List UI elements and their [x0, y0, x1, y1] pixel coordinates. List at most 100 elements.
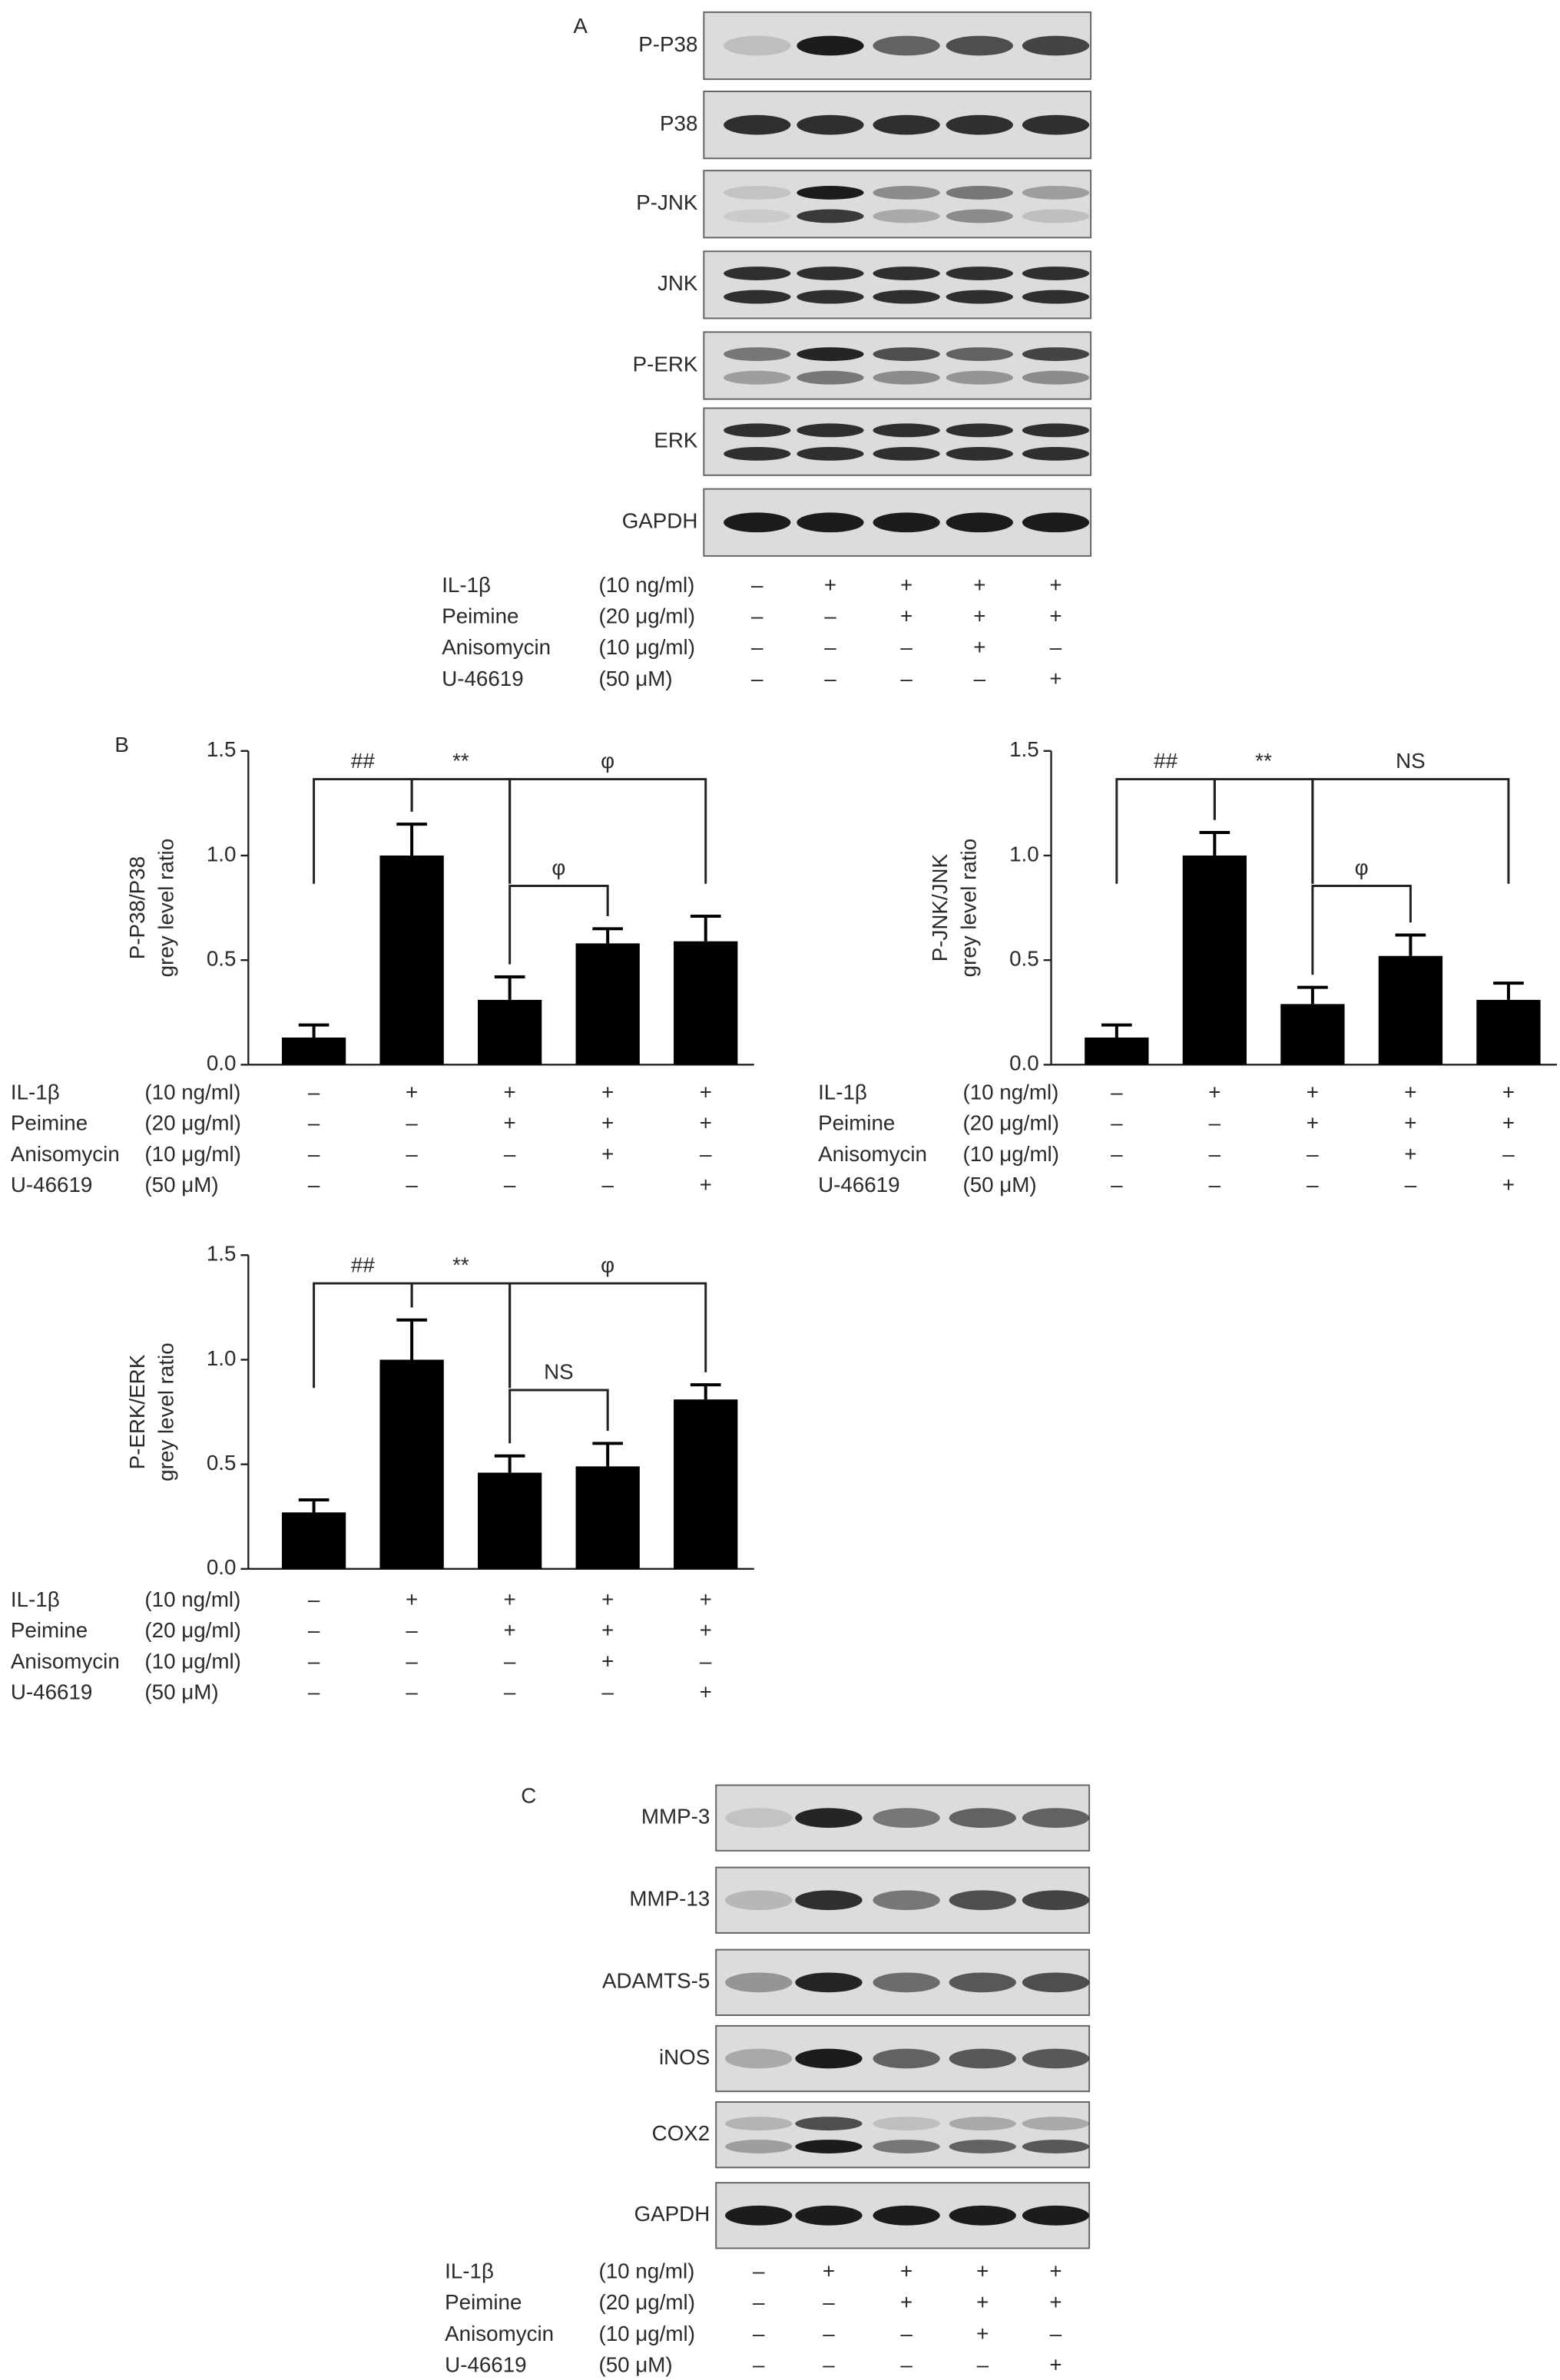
blot-band: [1022, 186, 1090, 200]
treatment-sign: –: [406, 1111, 418, 1135]
y-tick-label: 1.5: [207, 1242, 237, 1266]
blot-band: [1022, 1808, 1090, 1829]
treatment-dose: (10 μg/ml): [598, 2322, 694, 2345]
blot-band: [873, 2205, 940, 2226]
treatment-dose: (20 μg/ml): [144, 1618, 240, 1642]
treatment-sign: +: [406, 1080, 418, 1104]
blot-band: [873, 290, 940, 304]
treatment-sign: –: [700, 1142, 712, 1166]
bar: [379, 855, 444, 1065]
y-tick-label: 0.5: [207, 1451, 237, 1475]
blot-band: [725, 2140, 793, 2153]
blot-band: [797, 423, 864, 438]
treatment-name: U-46619: [11, 1173, 92, 1197]
error-bar: [1395, 933, 1426, 956]
treatment-sign: +: [900, 573, 912, 597]
error-bar: [396, 823, 427, 856]
treatment-name: IL-1β: [11, 1080, 60, 1104]
y-tick-label: 1.0: [207, 842, 237, 866]
blot-band: [795, 2140, 863, 2153]
bar: [1182, 855, 1247, 1065]
treatment-dose: (10 ng/ml): [598, 2259, 694, 2283]
treatment-sign: –: [601, 1173, 614, 1197]
significance-label: **: [1255, 749, 1272, 773]
treatment-name: IL-1β: [445, 2259, 494, 2283]
blot-band: [949, 1972, 1016, 1993]
blot-band: [797, 209, 864, 223]
treatment-sign: –: [1111, 1142, 1123, 1166]
significance-bracket: [508, 1282, 707, 1389]
blot-band: [724, 347, 791, 362]
blot-band: [946, 423, 1013, 438]
blot-band: [797, 290, 864, 304]
treatment-name: Peimine: [818, 1111, 895, 1135]
blot-band: [725, 1808, 793, 1829]
blot-band: [946, 290, 1013, 304]
significance-label: ##: [351, 1253, 375, 1277]
treatment-sign: –: [751, 573, 763, 597]
treatment-sign: –: [900, 2322, 912, 2345]
blot-band: [946, 35, 1013, 56]
blot-band: [797, 347, 864, 362]
blot-band: [873, 266, 940, 280]
treatment-sign: +: [1049, 2352, 1062, 2376]
treatment-sign: +: [700, 1173, 712, 1197]
blot-label: iNOS: [659, 2045, 710, 2069]
blot-band: [949, 2048, 1016, 2069]
treatment-name: Peimine: [445, 2290, 522, 2314]
treatment-sign: +: [601, 1080, 614, 1104]
blot-band: [949, 2117, 1016, 2131]
treatment-name: U-46619: [11, 1680, 92, 1704]
treatment-sign: –: [1307, 1142, 1319, 1166]
error-bar: [396, 1318, 427, 1360]
treatment-sign: +: [601, 1618, 614, 1642]
treatment-name: IL-1β: [442, 573, 491, 597]
treatment-sign: –: [751, 604, 763, 628]
bar: [575, 943, 640, 1065]
y-tick-label: 0.0: [207, 1555, 237, 1579]
y-axis-label: grey level ratio: [154, 1342, 178, 1481]
treatment-name: Anisomycin: [11, 1649, 120, 1673]
significance-label: φ: [601, 749, 614, 773]
treatment-sign: –: [308, 1173, 320, 1197]
treatment-name: Anisomycin: [11, 1142, 120, 1166]
treatment-sign: –: [308, 1618, 320, 1642]
significance-label: **: [452, 1253, 469, 1277]
y-tick-label: 1.0: [1009, 842, 1039, 866]
treatment-sign: +: [1049, 604, 1062, 628]
y-tick-label: 0.0: [1009, 1051, 1039, 1075]
treatment-sign: –: [1209, 1111, 1221, 1135]
treatment-dose: (20 μg/ml): [144, 1111, 240, 1135]
blot-band: [724, 290, 791, 304]
blot-label: MMP-13: [629, 1887, 710, 1911]
blot-frame: [703, 170, 1092, 239]
blot-band: [795, 2117, 863, 2131]
blot-label: GAPDH: [622, 509, 698, 533]
blot-band: [797, 35, 864, 56]
blot-band: [797, 186, 864, 200]
treatment-sign: –: [406, 1649, 418, 1673]
blot-band: [724, 423, 791, 438]
treatment-name: Anisomycin: [442, 635, 551, 659]
treatment-sign: –: [504, 1649, 516, 1673]
y-tick-label: 1.5: [207, 737, 237, 761]
treatment-sign: +: [976, 2290, 989, 2314]
bar: [478, 1472, 542, 1569]
bar: [575, 1466, 640, 1569]
treatment-sign: –: [751, 635, 763, 659]
treatment-sign: +: [406, 1587, 418, 1611]
treatment-sign: –: [308, 1587, 320, 1611]
panel-label: C: [521, 1784, 536, 1808]
treatment-sign: –: [977, 2352, 989, 2376]
error-bar: [298, 1023, 330, 1038]
treatment-sign: –: [753, 2352, 765, 2376]
bar: [478, 999, 542, 1065]
treatment-sign: +: [973, 604, 985, 628]
significance-bracket: [1311, 884, 1412, 975]
blot-band: [873, 347, 940, 362]
blot-band: [795, 2205, 863, 2226]
error-bar: [298, 1498, 330, 1513]
treatment-sign: –: [900, 635, 912, 659]
treatment-sign: –: [823, 2322, 835, 2345]
y-axis-label: P-ERK/ERK: [125, 1354, 149, 1469]
